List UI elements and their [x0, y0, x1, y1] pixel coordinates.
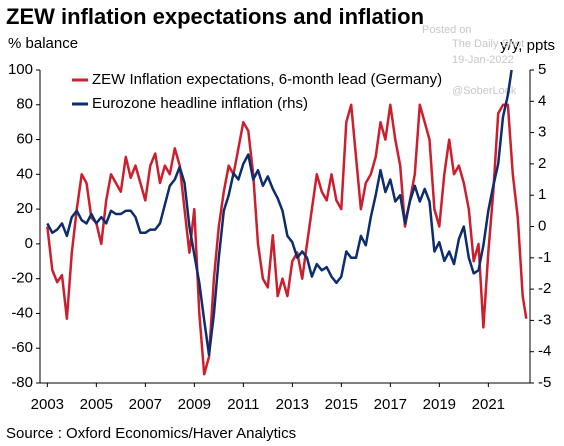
y-tick-label: 80 — [16, 96, 33, 113]
y2-tick-label: 0 — [538, 217, 546, 234]
x-tick-label: 2019 — [423, 396, 456, 413]
y-tick-label: 100 — [8, 61, 33, 78]
x-tick-label: 2017 — [374, 396, 407, 413]
x-tick-label: 2003 — [31, 396, 64, 413]
source: Source : Oxford Economics/Haver Analytic… — [6, 425, 296, 442]
watermark: 19-Jan-2022 — [452, 54, 514, 66]
chart-title: ZEW inflation expectations and inflation — [6, 4, 424, 29]
y2-tick-label: 3 — [538, 124, 546, 141]
y-tick-label: -60 — [11, 339, 33, 356]
series-line — [46, 103, 528, 376]
y2-tick-label: 4 — [538, 92, 546, 109]
series-line — [46, 69, 513, 357]
x-tick-label: 2011 — [227, 396, 259, 413]
y-tick-label: -40 — [11, 304, 33, 321]
y2-tick-label: -4 — [538, 343, 551, 360]
x-tick-label: 2005 — [80, 396, 113, 413]
y2-tick-label: 2 — [538, 155, 546, 172]
watermark: Posted on — [422, 24, 472, 36]
y-tick-label: -20 — [11, 270, 33, 287]
watermark: The Daily Shot — [452, 38, 524, 50]
y-tick-label: -80 — [11, 374, 33, 391]
x-tick-label: 2013 — [276, 396, 309, 413]
y2-tick-label: -5 — [538, 374, 551, 391]
y-axis-label: % balance — [8, 35, 78, 52]
watermark: @SoberLook — [452, 85, 517, 97]
y-tick-label: 20 — [16, 200, 33, 217]
x-tick-label: 2015 — [325, 396, 358, 413]
y-tick-label: 0 — [25, 235, 33, 252]
y2-tick-label: 5 — [538, 61, 546, 78]
x-tick-label: 2021 — [472, 396, 505, 413]
y2-tick-label: 1 — [538, 186, 546, 203]
y2-tick-label: -2 — [538, 280, 551, 297]
y2-tick-label: -1 — [538, 249, 551, 266]
y2-tick-label: -3 — [538, 311, 551, 328]
legend-label: Eurozone headline inflation (rhs) — [92, 95, 308, 112]
x-tick-label: 2007 — [129, 396, 162, 413]
y-tick-label: 60 — [16, 131, 33, 148]
legend-label: ZEW Inflation expectations, 6-month lead… — [92, 71, 442, 88]
y-tick-label: 40 — [16, 165, 33, 182]
x-tick-label: 2009 — [178, 396, 211, 413]
y2-axis-label: y/y, ppts — [500, 37, 555, 54]
